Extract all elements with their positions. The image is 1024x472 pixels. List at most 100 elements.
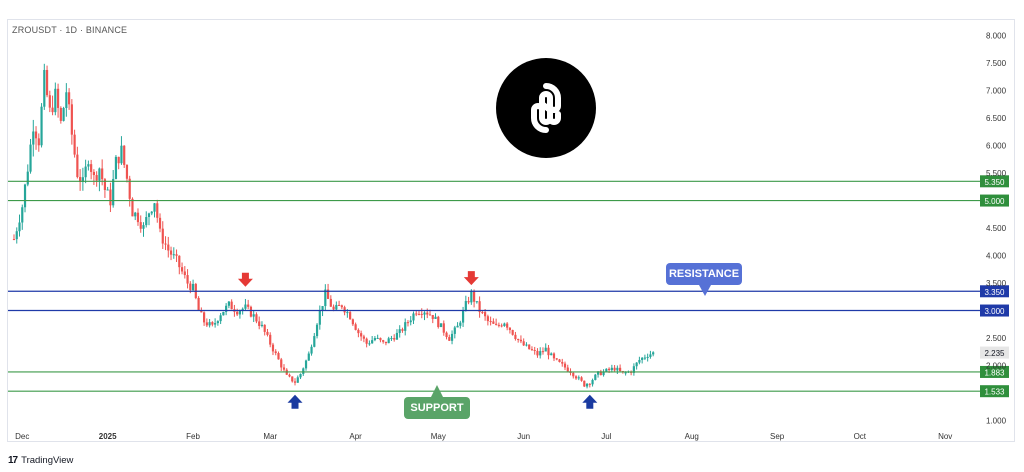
candle-body	[142, 225, 145, 229]
price-tick-label: 2.500	[986, 334, 1007, 343]
candle-body	[269, 334, 272, 345]
candle-body	[514, 334, 517, 340]
price-tick-label: 6.500	[986, 114, 1007, 123]
candle-body	[646, 356, 649, 358]
candle-body	[73, 134, 76, 155]
candle-body	[178, 255, 181, 268]
signal-arrows-layer	[237, 271, 598, 409]
candle-body	[244, 304, 247, 309]
candle-body	[428, 314, 432, 316]
time-tick-label: Nov	[938, 432, 952, 441]
buy-arrow-icon	[582, 394, 598, 409]
time-axis[interactable]: Dec 2025 Feb Mar Apr May Jun Jul Aug Sep Oct Nov	[15, 432, 952, 441]
candle-body	[497, 324, 500, 326]
time-tick-label: May	[431, 432, 446, 441]
candle-body	[186, 275, 189, 284]
candle-body	[371, 340, 374, 344]
candle-body	[98, 168, 101, 181]
candle-body	[236, 311, 239, 315]
price-tick-label: 1.000	[986, 417, 1007, 426]
sell-arrow-icon	[237, 272, 253, 287]
candle-body	[379, 337, 382, 341]
level-price-label: 1.883	[984, 368, 1005, 377]
candle-body	[547, 347, 550, 356]
candle-body	[241, 308, 244, 311]
candle-body	[255, 314, 258, 322]
candle-body	[318, 310, 321, 325]
candle-body	[266, 331, 269, 335]
candle-body	[65, 92, 68, 108]
time-tick-label: Feb	[186, 432, 200, 441]
candle-body	[147, 213, 151, 218]
candle-body	[15, 231, 18, 240]
candle-body	[299, 373, 302, 378]
candle-body	[439, 323, 443, 328]
candle-body	[349, 312, 352, 320]
candle-body	[274, 351, 277, 354]
candle-body	[37, 138, 40, 146]
candle-body	[354, 324, 357, 330]
candle-body	[442, 323, 445, 333]
candle-body	[40, 106, 43, 146]
candle-body	[638, 359, 641, 363]
candle-body	[329, 298, 332, 307]
candle-body	[332, 306, 335, 310]
candle-body	[632, 366, 635, 373]
price-axis[interactable]: 8.000 7.500 7.000 6.500 6.000 5.500 4.500 4.000…	[986, 32, 1007, 426]
candle-body	[437, 316, 440, 328]
candle-body	[492, 321, 495, 324]
candle-body	[280, 359, 283, 368]
candle-body	[566, 367, 569, 372]
level-price-label: 5.000	[984, 197, 1005, 206]
candle-body	[580, 377, 583, 381]
candle-body	[282, 367, 286, 370]
candle-body	[563, 363, 567, 368]
candle-body	[164, 243, 167, 245]
candle-body	[109, 189, 112, 206]
price-tick-label: 7.500	[986, 59, 1007, 68]
price-tick-label: 7.000	[986, 87, 1007, 96]
candle-body	[59, 107, 62, 121]
time-tick-label: Dec	[15, 432, 29, 441]
resistance-callout: RESISTANCE	[666, 263, 742, 285]
candle-body	[150, 211, 153, 214]
candle-body	[500, 325, 503, 327]
candle-body	[602, 371, 605, 376]
time-tick-label: Mar	[263, 432, 277, 441]
candle-body	[131, 198, 134, 217]
level-price-tag	[980, 175, 1009, 188]
candle-body	[296, 377, 299, 383]
candle-body	[271, 344, 275, 352]
chart-frame	[7, 19, 1015, 442]
tradingview-brand[interactable]: 17 TradingView	[8, 455, 73, 466]
candle-body	[291, 376, 294, 382]
candle-body	[541, 351, 545, 353]
level-price-tag	[980, 285, 1009, 298]
candle-body	[445, 332, 448, 338]
candle-body	[376, 337, 379, 339]
last-price-tag	[980, 346, 1009, 359]
candle-body	[106, 189, 109, 191]
level-price-tag	[980, 365, 1009, 378]
candle-body	[481, 312, 484, 314]
candle-body	[167, 244, 170, 251]
candle-body	[393, 338, 396, 340]
candle-body	[313, 336, 316, 347]
candle-body	[503, 323, 506, 327]
candle-body	[112, 178, 115, 206]
candle-body	[495, 323, 498, 325]
candle-body	[390, 338, 393, 340]
candle-body	[120, 145, 123, 164]
candle-body	[263, 324, 266, 332]
level-price-tag	[980, 385, 1009, 398]
time-tick-label: Aug	[685, 432, 699, 441]
candle-body	[153, 203, 156, 212]
candle-body	[409, 320, 412, 323]
level-price-tag	[980, 304, 1009, 317]
candle-body	[43, 69, 46, 107]
candle-body	[406, 322, 410, 324]
candle-body	[616, 367, 619, 371]
candle-body	[561, 362, 564, 364]
candle-body	[202, 312, 206, 323]
